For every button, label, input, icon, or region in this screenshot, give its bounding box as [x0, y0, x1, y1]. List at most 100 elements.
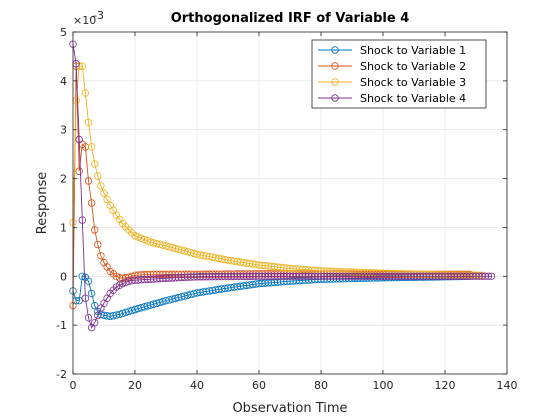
series-2-point-9 [97, 252, 105, 260]
series-3-point-10 [100, 189, 108, 197]
y-axis-label: Response [35, 172, 50, 234]
series-4-point-118 [435, 272, 443, 280]
y-exponent-multiplier: ×10 [73, 14, 96, 27]
series-4-point-132 [478, 272, 486, 280]
series-4-point-83 [326, 272, 334, 280]
series-4-point-131 [475, 272, 483, 280]
series-2-point-5 [84, 177, 93, 185]
series-4-point-100 [379, 272, 387, 280]
series-4-point-106 [397, 272, 406, 280]
series-4-point-124 [453, 272, 462, 280]
series-4-point-85 [332, 272, 341, 280]
series-4-point-120 [441, 272, 449, 280]
series-4-point-8 [94, 311, 102, 320]
series-4-point-114 [422, 272, 431, 280]
series-4-point-115 [425, 272, 434, 280]
series-3-point-22 [137, 234, 145, 242]
x-tick-label-1: 20 [128, 379, 142, 392]
legend-item-4: Shock to Variable 4 [318, 92, 466, 105]
series-1-point-5 [84, 277, 93, 285]
series-1-point-3 [78, 272, 86, 280]
series-4-point-117 [432, 272, 440, 280]
series-4-line [72, 44, 492, 329]
plot-frame [72, 31, 508, 375]
series-4-point-88 [342, 272, 350, 280]
series-4-point-105 [394, 272, 403, 280]
series-4-point-87 [339, 272, 347, 280]
series-3-point-5 [84, 118, 93, 127]
series-4-point-64 [267, 272, 276, 280]
y-tick-label-2: 0 [60, 270, 67, 283]
series-4-point-4 [81, 294, 90, 302]
series-3-point-3 [78, 62, 86, 70]
chart-title: Orthogonalized IRF of Variable 4 [171, 11, 410, 26]
x-tick-label-5: 100 [373, 379, 394, 392]
series-4-point-112 [416, 272, 424, 280]
series-2-point-2 [75, 167, 83, 175]
legend-marker-1 [331, 46, 339, 54]
series-4-point-128 [466, 272, 474, 280]
series-4-point-74 [298, 272, 307, 280]
y-exponent: ×10 -3 [73, 9, 104, 27]
legend-label-4: Shock to Variable 4 [360, 92, 466, 105]
series-4-point-71 [289, 272, 297, 280]
x-tick-label-3: 60 [252, 379, 266, 392]
series-4-point-127 [463, 272, 471, 280]
series-1-point-2 [75, 297, 83, 305]
series-4-point-62 [261, 272, 269, 280]
series-4-point-98 [373, 272, 381, 280]
series-4-point-130 [472, 272, 480, 280]
legend-label-3: Shock to Variable 3 [360, 76, 466, 89]
series-4-point-93 [357, 272, 365, 280]
series-4-point-84 [329, 272, 338, 280]
series-4-point-82 [323, 272, 331, 280]
series-4-point-89 [345, 272, 353, 280]
y-tick-label-6: 4 [60, 75, 67, 88]
series-4-point-16 [118, 279, 127, 288]
series-4-point-129 [469, 272, 477, 280]
series-4-point-63 [264, 272, 272, 280]
series-4-point-75 [301, 272, 310, 280]
series-4-point-76 [304, 272, 313, 280]
series-4-point-107 [401, 272, 409, 280]
series-4-point-104 [391, 272, 400, 280]
series-2-point-8 [94, 240, 102, 249]
series-3-point-20 [131, 232, 139, 240]
series-4 [69, 40, 496, 332]
series-4-point-122 [447, 272, 455, 280]
y-exponent-power: -3 [93, 9, 104, 22]
series-4-point-73 [295, 272, 303, 280]
series-4-point-94 [360, 272, 369, 280]
series-4-point-125 [456, 272, 465, 280]
series-4-point-69 [283, 272, 291, 280]
series-4-point-109 [407, 272, 415, 280]
series-4-point-135 [487, 272, 496, 280]
series-3-point-11 [103, 195, 111, 204]
legend-marker-4 [331, 94, 339, 102]
series-4-point-113 [419, 272, 427, 280]
legend-item-3: Shock to Variable 3 [318, 76, 466, 89]
series-4-point-70 [286, 272, 294, 280]
series-4-point-97 [370, 272, 378, 280]
series-2-point-7 [90, 226, 99, 234]
x-tick-label-6: 120 [435, 379, 456, 392]
y-tick-label-4: 2 [60, 173, 67, 186]
x-tick-label-4: 80 [314, 379, 328, 392]
series-4-point-90 [348, 272, 356, 280]
legend-item-2: Shock to Variable 2 [318, 60, 466, 73]
series-4-point-108 [404, 272, 412, 280]
series-4-point-86 [335, 272, 344, 280]
series-4-point-121 [444, 272, 452, 280]
series-4-point-134 [484, 272, 493, 280]
x-tick-label-7: 140 [497, 379, 518, 392]
series-layer [69, 40, 496, 332]
series-4-point-126 [459, 272, 468, 280]
series-1-point-6 [87, 289, 96, 298]
legend: Shock to Variable 1 Shock to Variable 2 Sh… [311, 39, 487, 109]
series-4-point-3 [78, 216, 86, 224]
series-4-point-65 [270, 272, 279, 280]
series-4-point-67 [277, 272, 285, 280]
x-axis-label: Observation Time [232, 401, 347, 416]
series-4-point-133 [481, 272, 489, 280]
series-4-point-95 [363, 272, 372, 280]
